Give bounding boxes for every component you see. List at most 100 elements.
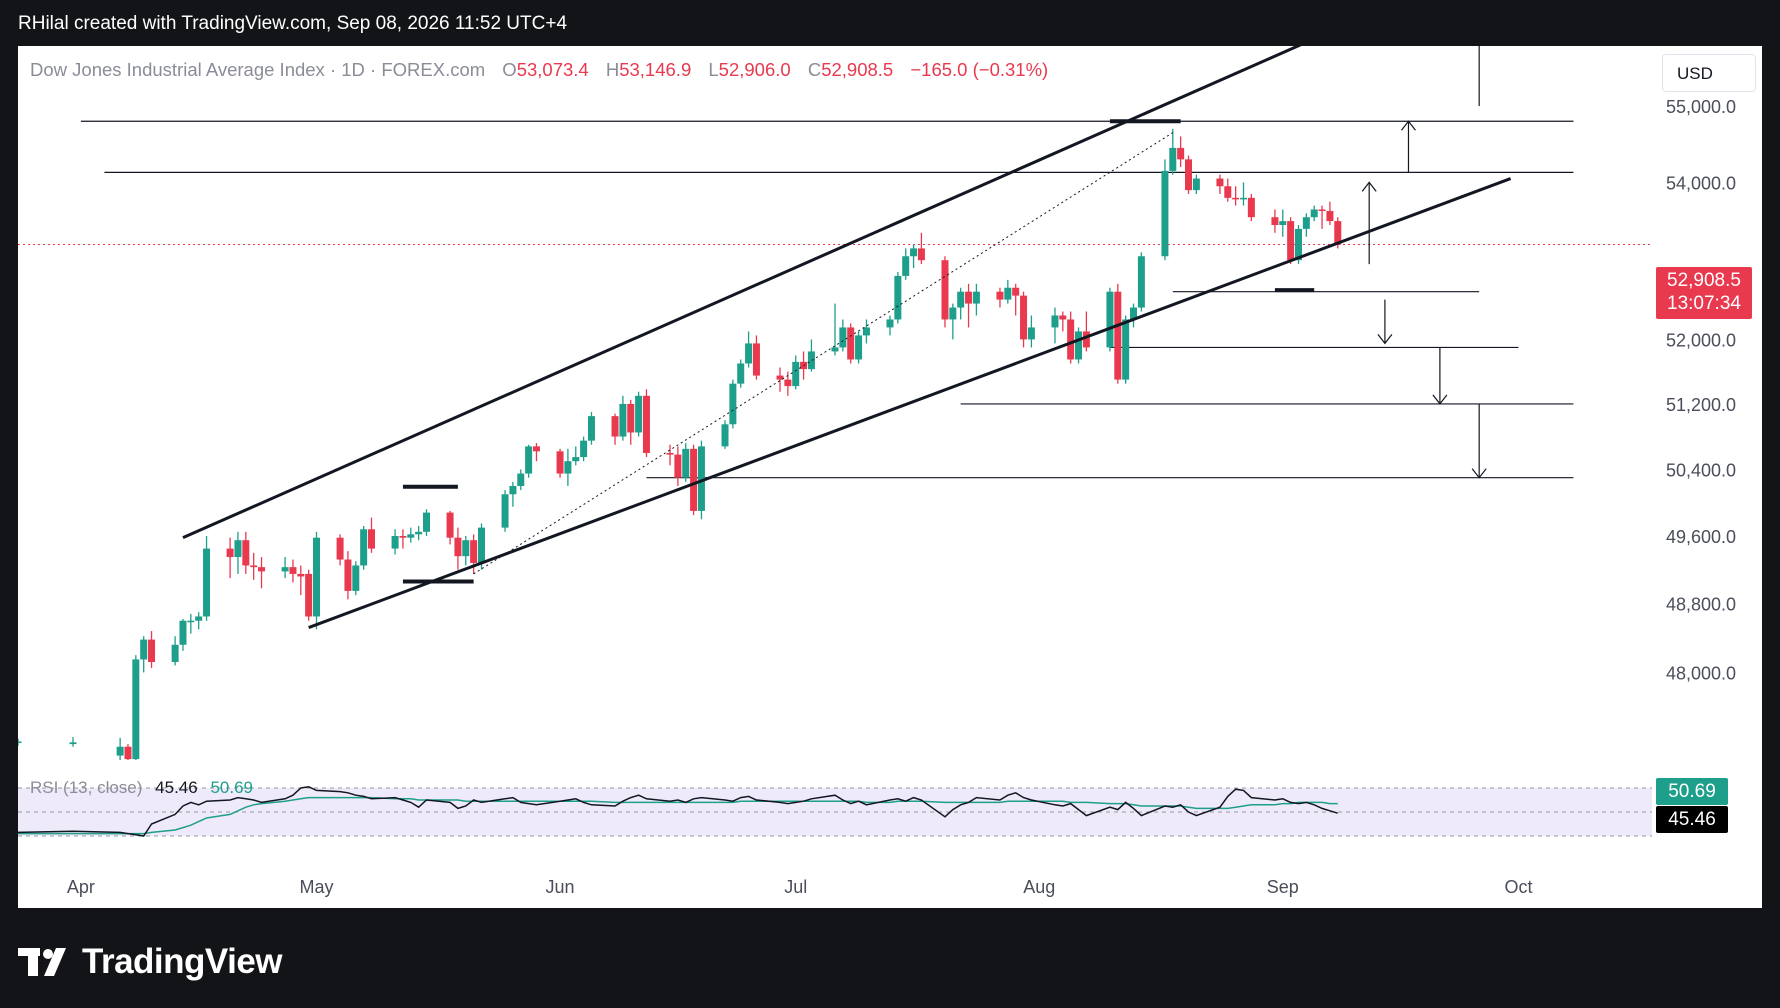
candle-body <box>454 537 462 557</box>
candle-body <box>501 494 509 528</box>
candle-body <box>281 567 289 572</box>
candle-body <box>1004 287 1012 300</box>
candle-body <box>957 291 965 308</box>
candle-body <box>1161 170 1169 257</box>
candle-body <box>336 537 344 560</box>
candle-body <box>792 361 800 387</box>
candle-body <box>1137 256 1145 308</box>
symbol-legend: Dow Jones Industrial Average Index · 1D … <box>30 59 1048 81</box>
candle-body <box>1075 331 1083 360</box>
candle-body <box>187 620 195 623</box>
candle-body <box>729 383 737 425</box>
plot-area <box>18 46 1652 760</box>
candle-body <box>423 512 430 532</box>
candle-body <box>352 565 360 591</box>
candle-body <box>1287 221 1295 261</box>
candle-body <box>18 741 22 743</box>
candle-body <box>250 565 258 568</box>
x-tick-label: Oct <box>1504 877 1532 897</box>
candle-body <box>697 446 705 511</box>
candle-body <box>140 639 148 660</box>
candle-body <box>344 559 352 591</box>
x-tick-label: Jul <box>784 877 807 897</box>
rsi-label: RSI (13, close) <box>30 778 143 797</box>
candle-body <box>391 536 399 549</box>
open-label: O <box>502 59 517 80</box>
candle-body <box>1247 197 1255 218</box>
candle-body <box>752 343 760 376</box>
candle-body <box>509 485 517 495</box>
candle-body <box>148 639 156 663</box>
candle-body <box>1318 209 1326 212</box>
candle-body <box>902 256 910 276</box>
candle-body <box>611 416 619 437</box>
candle-body <box>226 548 234 558</box>
rsi-legend-value: 45.46 <box>155 778 198 797</box>
y-tick-label: 50,400.0 <box>1666 460 1736 480</box>
candle-body <box>1106 291 1114 348</box>
candle-body <box>1279 221 1287 226</box>
y-tick-label: 54,000.0 <box>1666 173 1736 193</box>
candle-body <box>305 573 313 617</box>
change-value: −165.0 (−0.31%) <box>910 59 1049 80</box>
candle-body <box>258 567 266 572</box>
close-value: 52,908.5 <box>821 59 894 80</box>
candle-body <box>368 529 376 549</box>
rsi-legend: RSI (13, close) 45.46 50.69 <box>30 778 253 798</box>
candle-body <box>996 291 1004 300</box>
candle-body <box>894 275 902 320</box>
arrow-up-small-head <box>1361 181 1377 192</box>
candle-body <box>124 746 132 760</box>
x-tick-label: Sep <box>1267 877 1299 897</box>
candle-body <box>399 536 407 538</box>
x-tick-label: Apr <box>67 877 95 897</box>
candle-body <box>1216 178 1224 187</box>
high-value: 53,146.9 <box>619 59 692 80</box>
candle-body <box>721 424 729 447</box>
candle-body <box>234 540 242 558</box>
candle-body <box>674 454 682 478</box>
candle-body <box>407 534 415 538</box>
candle-body <box>556 451 564 474</box>
attribution-text: RHilal created with TradingView.com, Sep… <box>18 13 568 34</box>
candle-body <box>1169 147 1177 171</box>
candle-body <box>1232 197 1240 200</box>
candle-body <box>1082 331 1090 348</box>
candle-body <box>477 527 485 563</box>
candle-body <box>171 644 179 663</box>
y-tick-label: 49,600.0 <box>1666 527 1736 547</box>
candle-body <box>831 347 839 352</box>
low-value: 52,906.0 <box>718 59 791 80</box>
tradingview-logo-icon <box>18 947 66 976</box>
candle-body <box>886 319 894 328</box>
rsi-line <box>17 786 1338 837</box>
candle-body <box>972 291 980 304</box>
candle-body <box>580 440 588 458</box>
candle-body <box>1122 319 1130 380</box>
arrow-down-2-head <box>1432 394 1448 405</box>
arrow-up-large-head <box>1400 120 1416 131</box>
chart-panel[interactable] <box>18 46 1762 908</box>
candle-body <box>682 448 690 478</box>
candle-body <box>532 446 540 452</box>
y-tick-label: 48,000.0 <box>1666 663 1736 683</box>
candle-body <box>587 416 595 441</box>
candle-body <box>195 616 203 621</box>
currency-button[interactable]: USD <box>1662 54 1756 92</box>
price-badge-value: 52,908.5 <box>1667 270 1741 291</box>
candle-body <box>941 260 949 320</box>
candle-body <box>776 375 784 380</box>
attribution-bar: RHilal created with TradingView.com, Sep… <box>0 0 1780 46</box>
candle-body <box>297 573 305 577</box>
candle-body <box>1240 197 1247 200</box>
candle-body <box>1130 307 1138 320</box>
candle-body <box>1059 315 1067 320</box>
rsi-ma-badge: 50.69 <box>1656 778 1728 805</box>
arrow-down-3-head <box>1471 468 1487 479</box>
candle-body <box>525 446 533 474</box>
candle-body <box>635 395 643 433</box>
candle-body <box>1177 147 1185 160</box>
candle-body <box>132 659 140 760</box>
price-badge-countdown: 13:07:34 <box>1667 293 1741 314</box>
